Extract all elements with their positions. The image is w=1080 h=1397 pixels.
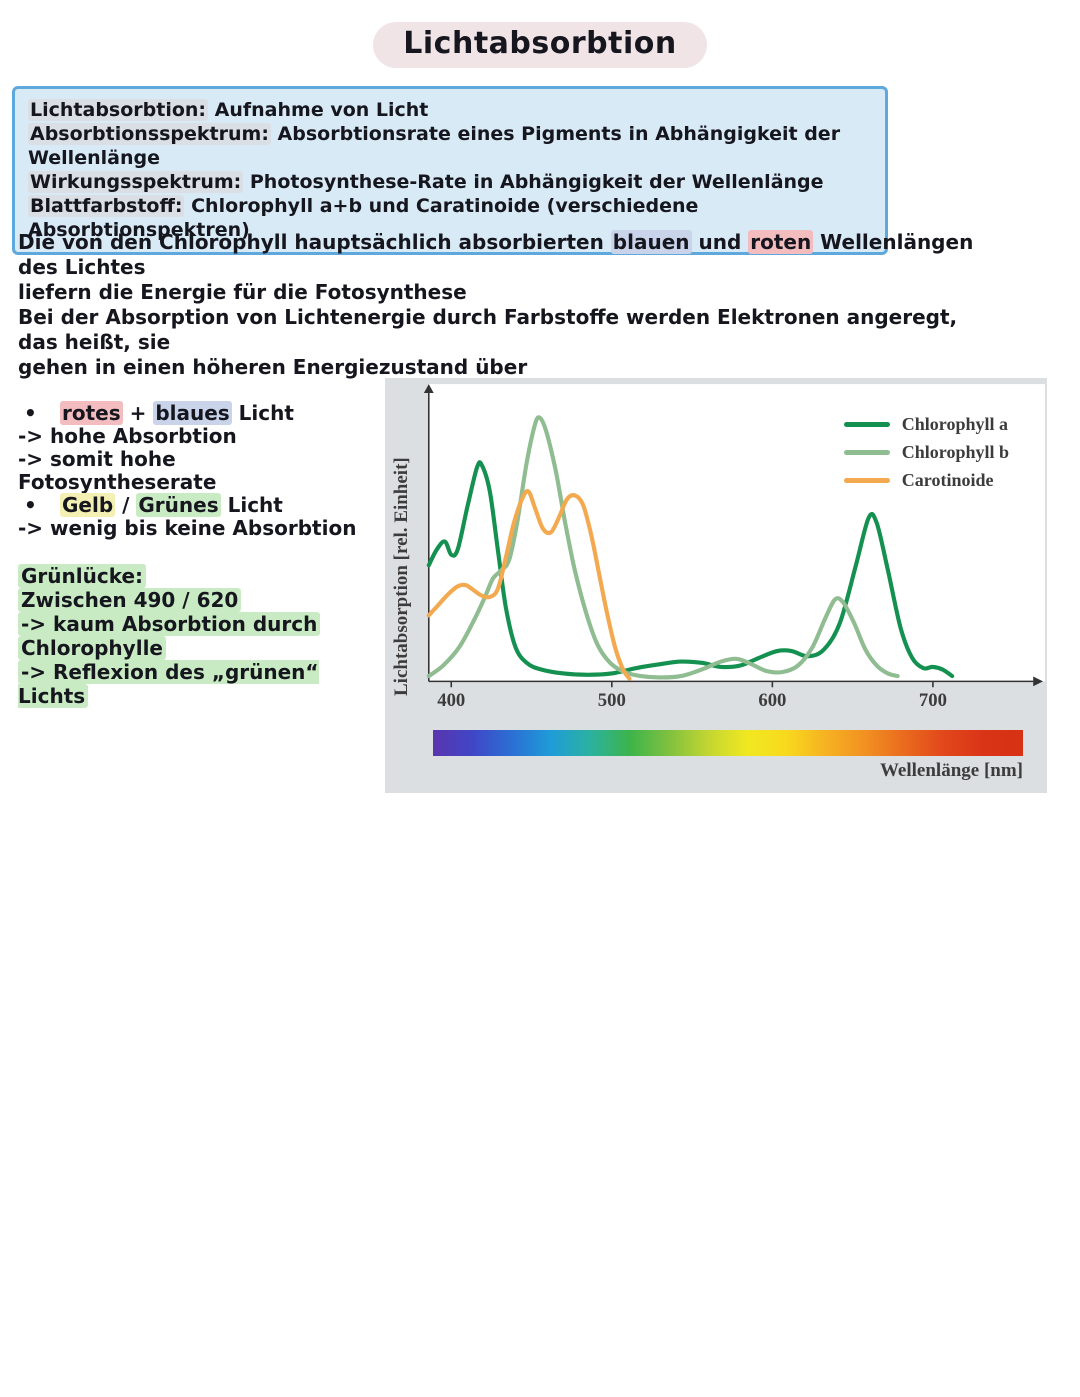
paragraph-text: Wellenlängen des Lichtes xyxy=(18,230,974,279)
page-title: Lichtabsorbtion xyxy=(373,22,707,68)
paragraph-text: und xyxy=(691,230,749,254)
definition-term: Lichtabsorbtion: xyxy=(28,99,209,121)
svg-text:400: 400 xyxy=(437,690,465,709)
paragraph-line: Bei der Absorption von Lichtenergie durc… xyxy=(18,305,958,354)
highlight-gelb: Gelb xyxy=(60,493,116,517)
legend-label: Chlorophyll b xyxy=(901,442,1009,462)
legend-label: Carotinoide xyxy=(901,470,994,490)
highlight-gruenes: Grünes xyxy=(136,493,221,517)
chart-legend: Chlorophyll a Chlorophyll b Carotinoide xyxy=(843,414,1009,491)
arrow-note-keine-absorbtion: -> wenig bis keine Absorbtion xyxy=(18,516,357,540)
gruenluecke-text: Grünlücke: xyxy=(18,564,147,588)
absorption-bullet-list: • rotes + blaues Licht -> hohe Absorbtion… xyxy=(18,401,378,540)
definition-wirkungsspektrum: Wirkungsspektrum: Photosynthese-Rate in … xyxy=(28,170,872,194)
bullet-marker: • xyxy=(24,493,37,517)
bullet-text: / xyxy=(115,493,137,517)
bullet-yellow-green-light: • Gelb / Grünes Licht xyxy=(18,493,378,517)
svg-text:700: 700 xyxy=(919,690,947,709)
gruenluecke-text: Chlorophylle xyxy=(18,636,166,660)
paragraph-line: gehen in einen höheren Energiezustand üb… xyxy=(18,355,528,379)
definition-lichtabsorbtion: Lichtabsorbtion: Aufnahme von Licht xyxy=(28,98,872,122)
bullet-text: Licht xyxy=(231,401,294,425)
paragraph-line: liefern die Energie für die Fotosynthese xyxy=(18,280,467,304)
gruenluecke-text: -> Reflexion des „grünen“ Lichts xyxy=(18,660,319,708)
gruenluecke-reflexion-line: -> Reflexion des „grünen“ Lichts xyxy=(18,660,378,708)
definition-text: Photosynthese-Rate in Abhängigkeit der W… xyxy=(243,171,824,193)
arrow-note-hohe-absorbtion: -> hohe Absorbtion xyxy=(18,424,237,448)
definition-text: Aufnahme von Licht xyxy=(208,99,429,121)
title-row: Lichtabsorbtion xyxy=(0,22,1080,68)
svg-text:500: 500 xyxy=(598,690,626,709)
gruenluecke-heading: Grünlücke: xyxy=(18,564,378,588)
gruenluecke-text: -> kaum Absorbtion durch xyxy=(18,612,321,636)
gruenluecke-chlorophylle-line: Chlorophylle xyxy=(18,636,378,660)
body-paragraph: Die von den Chlorophyll hauptsächlich ab… xyxy=(18,230,998,380)
bullet-red-blue-light: • rotes + blaues Licht xyxy=(18,401,378,425)
definition-term: Absorbtionsspektrum: xyxy=(28,123,271,145)
y-axis-label: Lichtabsorption [rel. Einheit] xyxy=(391,457,412,696)
legend-swatch-chlorophyll-b xyxy=(843,450,890,455)
definition-text: Chlorophyll a+b und Caratinoide (verschi… xyxy=(28,195,699,241)
svg-text:600: 600 xyxy=(758,690,786,709)
highlight-roten: roten xyxy=(748,230,814,254)
absorption-spectra-figure: Lichtabsorption [rel. Einheit] 400 500 600… xyxy=(385,378,1047,793)
gruenluecke-note: Grünlücke: Zwischen 490 / 620 -> kaum Ab… xyxy=(18,564,378,708)
legend-swatch-carotinoide xyxy=(843,478,890,483)
absorption-spectra-chart: 400 500 600 700 xyxy=(423,384,1045,709)
paragraph-line: Die von den Chlorophyll hauptsächlich ab… xyxy=(18,230,998,280)
legend-label: Chlorophyll a xyxy=(901,414,1008,434)
definition-text: Absorbtionsrate eines Pigments in Abhäng… xyxy=(28,123,841,169)
legend-swatch-chlorophyll-a xyxy=(843,422,890,427)
gruenluecke-range: Zwischen 490 / 620 xyxy=(18,588,378,612)
bullet-marker: • xyxy=(24,401,37,425)
arrow-note-fotosyntheserate: -> somit hohe Fotosyntheserate xyxy=(18,447,217,494)
gruenluecke-absorption-line: -> kaum Absorbtion durch xyxy=(18,612,378,636)
paragraph-text: Die von den Chlorophyll hauptsächlich ab… xyxy=(18,230,611,254)
legend-item-chlorophyll-a: Chlorophyll a xyxy=(843,414,1009,435)
definition-blattfarbstoff: Blattfarbstoff: Chlorophyll a+b und Cara… xyxy=(28,194,872,242)
legend-item-carotinoide: Carotinoide xyxy=(843,470,1009,491)
definitions-box: Lichtabsorbtion: Aufnahme von Licht Abso… xyxy=(12,86,888,255)
definition-term: Blattfarbstoff: xyxy=(28,195,185,217)
x-axis-label: Wellenlänge [nm] xyxy=(879,760,1023,781)
highlight-rotes: rotes xyxy=(60,401,123,425)
definition-term: Wirkungsspektrum: xyxy=(28,171,244,193)
bullet-text: Licht xyxy=(220,493,283,517)
legend-item-chlorophyll-b: Chlorophyll b xyxy=(843,442,1009,463)
highlight-blauen: blauen xyxy=(610,230,692,254)
bullet-text: + xyxy=(122,401,154,425)
wavelength-spectrum-bar xyxy=(433,730,1023,756)
highlight-blaues: blaues xyxy=(153,401,232,425)
gruenluecke-text: Zwischen 490 / 620 xyxy=(18,588,242,612)
definition-absorbtionsspektrum: Absorbtionsspektrum: Absorbtionsrate ein… xyxy=(28,122,872,170)
